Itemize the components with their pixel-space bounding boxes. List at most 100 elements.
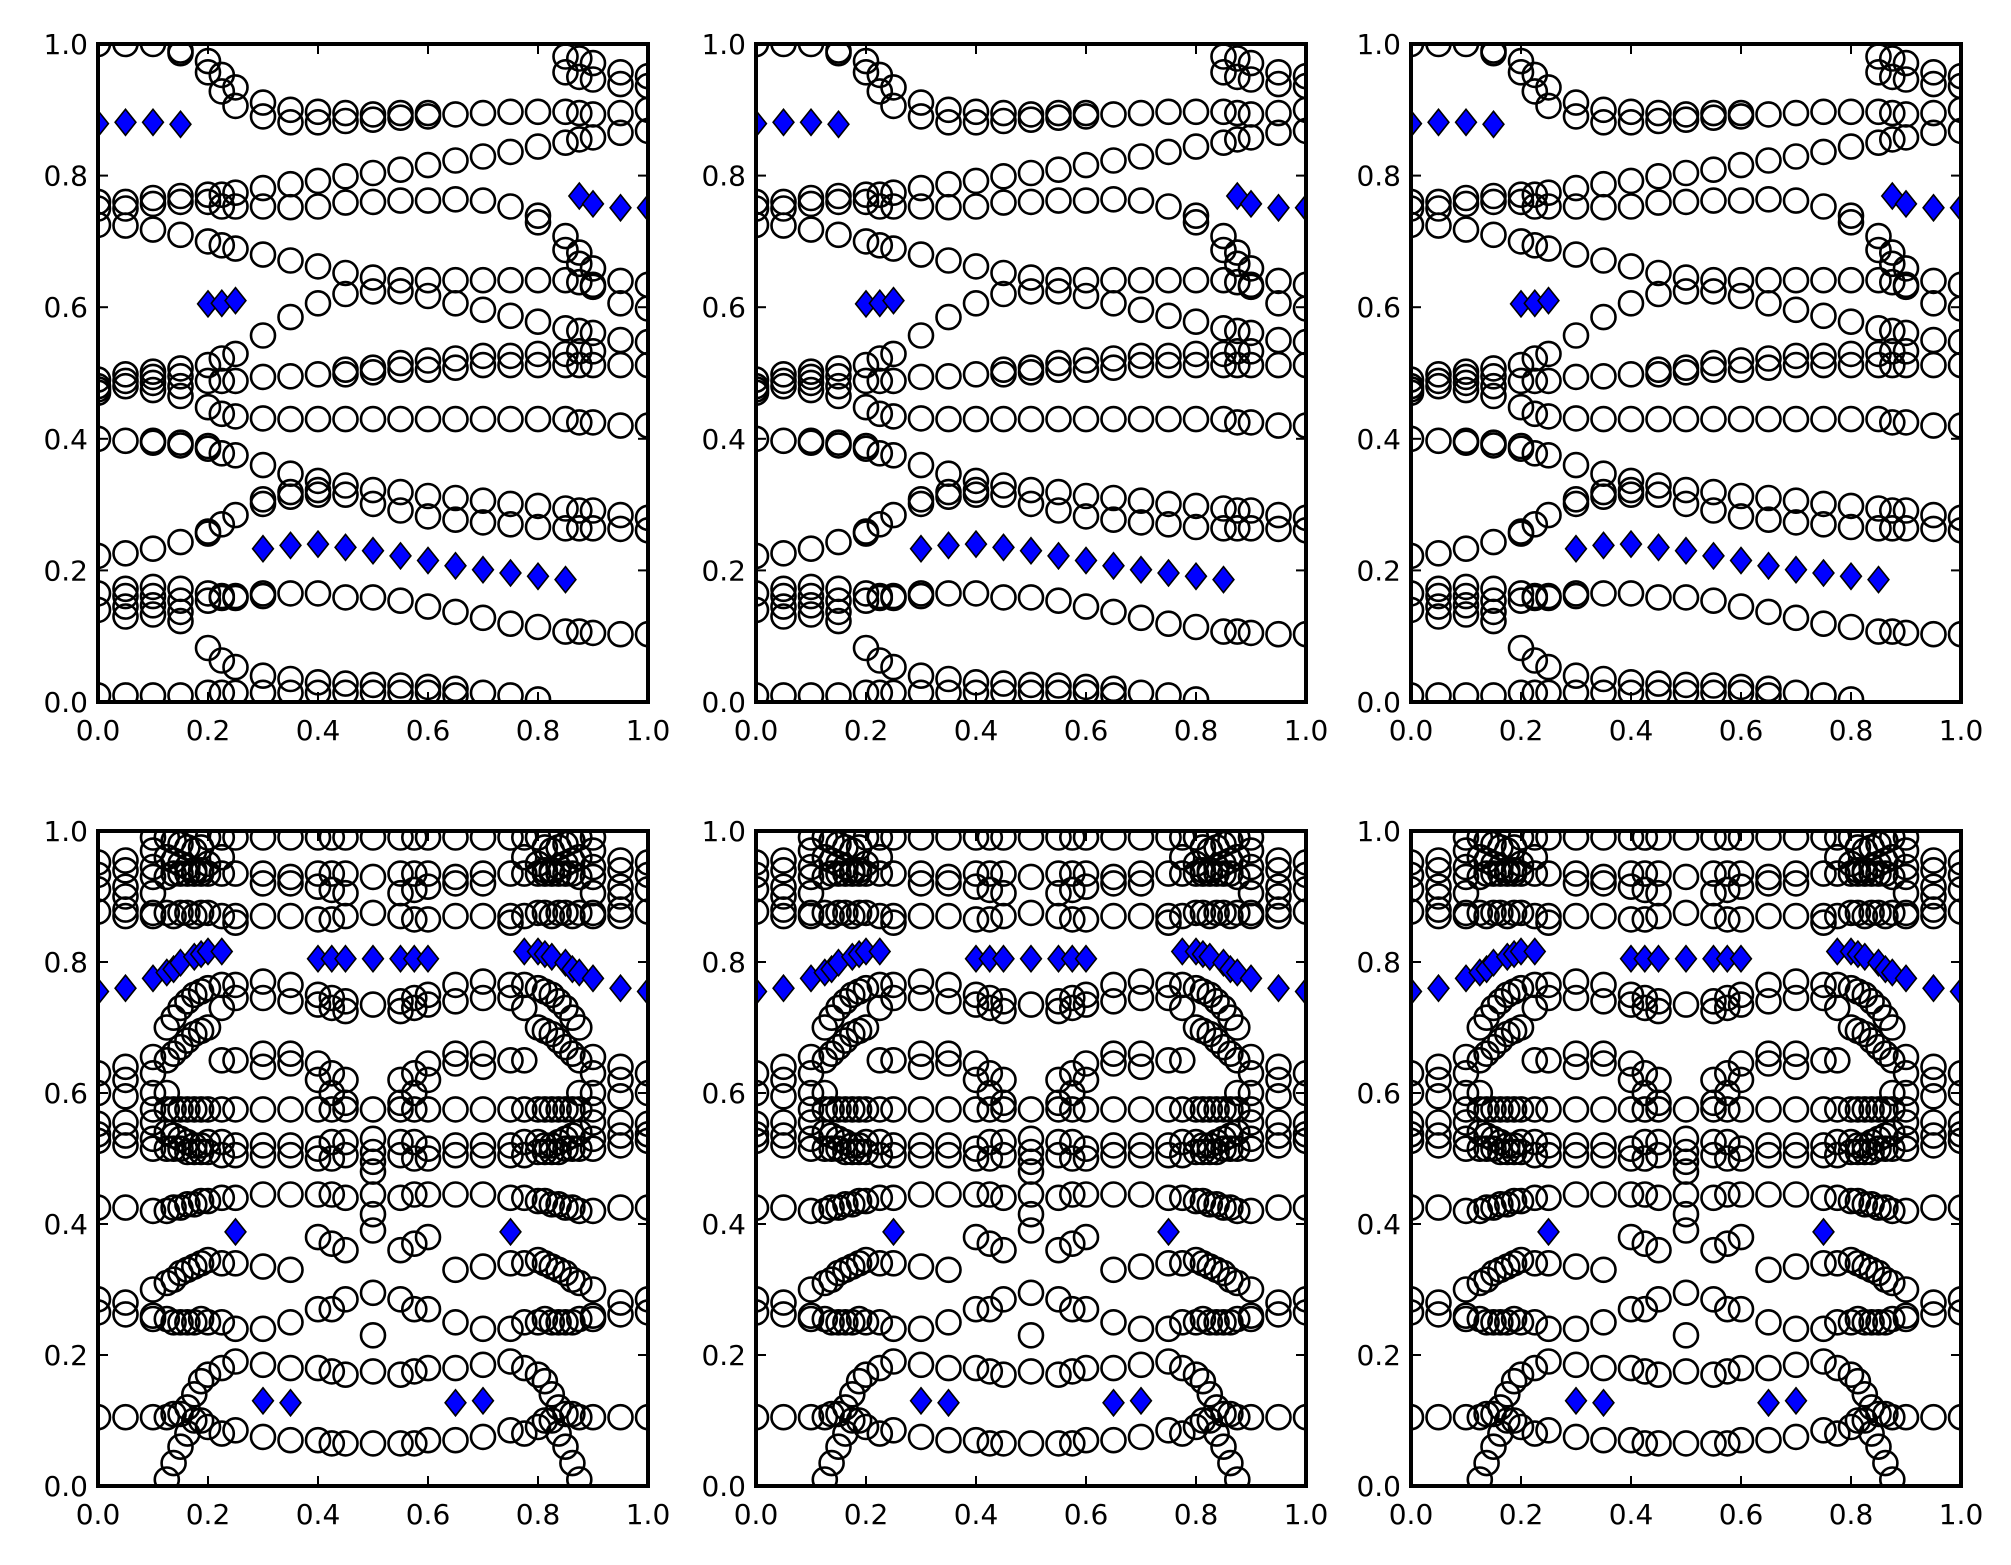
circle-point <box>1155 971 1182 999</box>
circle-point <box>1672 405 1700 433</box>
circle-point <box>318 1295 346 1323</box>
circle-point <box>579 124 607 151</box>
circle-point <box>1879 1119 1906 1146</box>
circle-point <box>222 679 249 702</box>
y-tick-label: 0.6 <box>43 1077 88 1110</box>
circle-point <box>1045 1066 1072 1094</box>
circle-point <box>1892 273 1920 301</box>
circle-point <box>1782 860 1810 887</box>
circle-point <box>634 96 648 124</box>
circle-point <box>565 1119 593 1146</box>
circle-point <box>400 1145 428 1172</box>
circle-point <box>174 1309 201 1336</box>
circle-point <box>866 994 894 1022</box>
circle-point <box>1452 429 1480 457</box>
circle-point <box>1237 1305 1265 1333</box>
circle-point <box>98 849 112 876</box>
diamond-point <box>416 546 440 575</box>
circle-point <box>756 898 770 925</box>
diamond-point <box>526 562 550 591</box>
circle-point <box>1452 591 1480 619</box>
x-tick-label: 0.0 <box>76 714 121 747</box>
circle-point <box>332 405 359 433</box>
circle-point <box>852 679 880 702</box>
circle-point <box>497 490 524 518</box>
circle-point <box>1617 1135 1645 1162</box>
circle-point <box>359 1181 387 1208</box>
circle-point <box>304 1096 332 1123</box>
circle-point <box>1210 59 1237 86</box>
circle-point <box>1045 587 1072 615</box>
circle-point <box>852 974 880 1002</box>
circle-point <box>414 679 442 702</box>
circle-point <box>1100 354 1127 382</box>
circle-point <box>1017 1181 1045 1208</box>
circle-point <box>756 1127 770 1155</box>
circle-point <box>1265 856 1292 884</box>
circle-point <box>866 584 894 612</box>
circle-point <box>524 613 552 641</box>
circle-point <box>1155 266 1182 294</box>
circle-point <box>907 968 935 995</box>
circle-point <box>187 1407 215 1434</box>
circle-point <box>1292 517 1306 544</box>
y-tick-label: 0.8 <box>701 160 746 193</box>
circle-point <box>304 1426 332 1454</box>
circle-point <box>1645 360 1672 388</box>
circle-point <box>1452 1079 1480 1107</box>
circle-point <box>304 1223 332 1251</box>
circle-point <box>935 1309 962 1336</box>
circle-point <box>359 476 387 504</box>
circle-point <box>1237 1043 1265 1071</box>
circle-point <box>1155 302 1182 330</box>
circle-point <box>1617 1145 1645 1172</box>
circle-point <box>990 189 1017 216</box>
circle-point <box>1127 1096 1155 1123</box>
circle-point <box>907 451 935 479</box>
circle-point <box>1292 96 1306 124</box>
diamond-point <box>1184 562 1208 591</box>
circle-point <box>1494 1138 1521 1166</box>
circle-point <box>1480 182 1507 210</box>
diamond-point <box>471 555 495 584</box>
circle-point <box>1535 340 1562 368</box>
diamond-point <box>609 973 632 1003</box>
circle-point <box>1452 601 1480 628</box>
circle-point <box>770 427 797 455</box>
circle-point <box>112 1083 139 1110</box>
circle-point <box>1292 1110 1306 1138</box>
circle-point <box>112 360 139 388</box>
circle-point <box>1645 1361 1672 1388</box>
circle-point <box>1521 345 1549 372</box>
x-tick-label: 0.2 <box>186 1498 231 1531</box>
circle-point <box>634 876 648 903</box>
circle-point <box>1617 289 1645 317</box>
circle-point <box>194 1096 222 1123</box>
circle-point <box>1892 319 1920 347</box>
circle-point <box>976 1060 1004 1087</box>
circle-point <box>1237 1135 1265 1162</box>
circle-point <box>414 405 442 433</box>
circle-point <box>1237 831 1265 851</box>
circle-point <box>1452 376 1480 404</box>
circle-point <box>797 184 825 212</box>
circle-point <box>1425 360 1452 388</box>
circle-point <box>524 1096 552 1123</box>
circle-point <box>935 1040 962 1067</box>
circle-point <box>1920 70 1947 98</box>
circle-point <box>565 1269 593 1297</box>
circle-point <box>1210 1400 1237 1428</box>
diamond-point <box>1454 108 1478 137</box>
circle-point <box>579 514 607 542</box>
circle-point <box>1535 902 1562 930</box>
circle-point <box>852 1187 880 1215</box>
circle-point <box>1473 1449 1500 1477</box>
circle-point <box>1045 902 1072 930</box>
circle-point <box>387 349 414 377</box>
circle-point <box>1714 1128 1741 1156</box>
circle-point <box>139 1403 167 1431</box>
circle-point <box>442 863 469 891</box>
circle-point <box>318 1358 346 1385</box>
circle-point <box>770 1403 797 1431</box>
circle-point <box>249 1253 277 1280</box>
